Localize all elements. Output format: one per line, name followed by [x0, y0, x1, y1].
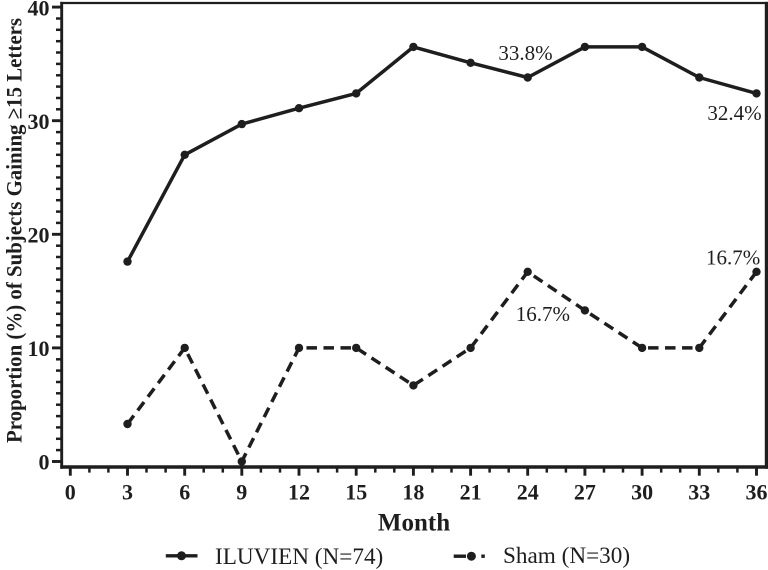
svg-text:21: 21 [460, 480, 482, 505]
svg-text:33.8%: 33.8% [498, 41, 552, 65]
svg-text:10: 10 [28, 336, 50, 361]
svg-text:16.7%: 16.7% [516, 302, 570, 326]
svg-text:36: 36 [746, 480, 768, 505]
svg-text:24: 24 [517, 480, 539, 505]
svg-text:Proportion (%) of Subjects Gai: Proportion (%) of Subjects Gaining ≥15 L… [2, 18, 27, 443]
svg-text:16.7%: 16.7% [706, 246, 760, 270]
svg-text:30: 30 [631, 480, 653, 505]
svg-text:0: 0 [39, 450, 50, 475]
svg-text:15: 15 [345, 480, 367, 505]
svg-text:20: 20 [28, 223, 50, 248]
svg-text:ILUVIEN (N=74): ILUVIEN (N=74) [215, 544, 383, 570]
svg-text:Sham (N=30): Sham (N=30) [503, 543, 630, 569]
svg-text:Month: Month [378, 510, 450, 537]
svg-text:27: 27 [574, 480, 596, 505]
svg-text:12: 12 [288, 480, 310, 505]
svg-text:6: 6 [179, 480, 190, 505]
svg-text:30: 30 [28, 109, 50, 134]
svg-text:0: 0 [65, 480, 76, 505]
svg-text:40: 40 [28, 0, 50, 20]
svg-text:9: 9 [236, 480, 247, 505]
svg-text:18: 18 [402, 480, 424, 505]
svg-text:33: 33 [688, 480, 710, 505]
svg-text:3: 3 [122, 480, 133, 505]
svg-text:32.4%: 32.4% [707, 101, 761, 125]
